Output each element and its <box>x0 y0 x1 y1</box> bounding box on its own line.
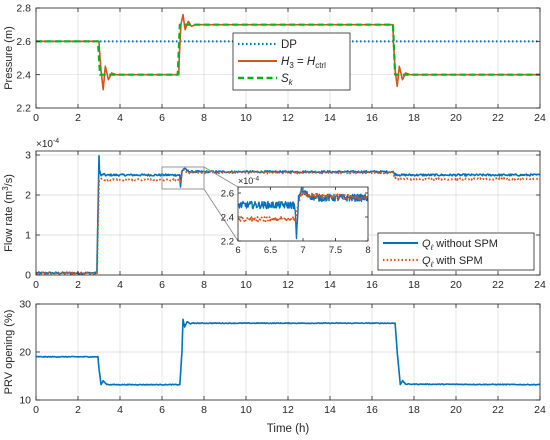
zoom-connector-bottom <box>203 188 239 242</box>
inset-xtick-label: 6.5 <box>264 245 277 256</box>
p0-xtick-label: 6 <box>159 112 165 124</box>
p1-ytick-label: 1 <box>25 230 31 242</box>
p0-xtick-label: 10 <box>240 112 252 124</box>
pressure-legend: DP H3 = Hctrl Sk <box>232 32 351 91</box>
p2-ytick-label: 30 <box>19 299 31 311</box>
prv-ylabel: PRV opening (%) <box>3 310 15 395</box>
p2-xtick-label: 2 <box>75 404 81 416</box>
p1-xtick-label: 10 <box>240 279 252 291</box>
prv-lines <box>36 318 540 386</box>
p1-xtick-label: 2 <box>75 279 81 291</box>
flow-ylabel: Flow rate (m3/s) <box>1 174 15 252</box>
p2-xtick-label: 22 <box>492 404 504 416</box>
flow-legend: Qℓ without SPM Qℓ with SPM <box>377 232 535 271</box>
p0-xtick-label: 22 <box>492 112 504 124</box>
p0-xtick-label: 2 <box>75 112 81 124</box>
series-h3 <box>36 13 540 91</box>
series-sk <box>36 23 540 76</box>
p1-xtick-label: 14 <box>324 279 336 291</box>
p0-ytick-label: 2.2 <box>16 103 31 115</box>
p2-xtick-label: 16 <box>366 404 378 416</box>
inset-ticks: 6 6.5 7 7.5 8 2.2 2.4 2.6 <box>221 187 371 256</box>
p1-xtick-label: 20 <box>450 279 462 291</box>
p0-ytick-label: 2.8 <box>16 3 31 15</box>
p0-xtick-label: 18 <box>408 112 420 124</box>
p2-xtick-label: 8 <box>201 404 207 416</box>
p2-xtick-label: 6 <box>159 404 165 416</box>
inset-xtick-label: 6 <box>235 245 240 256</box>
p2-xtick-label: 18 <box>408 404 420 416</box>
p1-xtick-label: 6 <box>159 279 165 291</box>
p2-xtick-label: 24 <box>534 404 546 416</box>
p2-xtick-label: 12 <box>282 404 294 416</box>
p0-xtick-label: 20 <box>450 112 462 124</box>
p0-xtick-label: 8 <box>201 112 207 124</box>
p1-ytick-label: 2 <box>25 190 31 202</box>
p0-xtick-label: 16 <box>366 112 378 124</box>
p2-xtick-label: 4 <box>117 404 123 416</box>
legend-sk-label: Sk <box>281 73 294 87</box>
pressure-panel: 0 2 4 6 8 10 12 14 16 18 20 22 242.22.42.62.8 Pressu… <box>3 3 546 124</box>
p2-xtick-label: 14 <box>324 404 336 416</box>
inset-background <box>238 187 368 241</box>
p0-ytick-label: 2.6 <box>16 36 31 48</box>
p1-xtick-label: 12 <box>282 279 294 291</box>
p0-xtick-label: 12 <box>282 112 294 124</box>
p1-ytick-label: 0 <box>25 270 31 282</box>
flow-exponent: ×10-4 <box>36 138 59 150</box>
zoom-region <box>161 166 205 190</box>
zoom-connector-top <box>203 166 239 188</box>
x-axis-label: Time (h) <box>267 423 310 435</box>
p0-xtick-label: 4 <box>117 112 123 124</box>
flow-lines <box>36 155 540 275</box>
series-q_with <box>36 168 540 275</box>
p0-xtick-label: 0 <box>33 112 39 124</box>
p1-xtick-label: 16 <box>366 279 378 291</box>
p1-xtick-label: 18 <box>408 279 420 291</box>
flow-legend-box <box>377 232 535 271</box>
p2-xtick-label: 10 <box>240 404 252 416</box>
inset-ytick-label: 2.4 <box>221 212 234 223</box>
flow-inset: 6 6.5 7 7.5 8 2.2 2.4 2.6 ×10-4 <box>221 176 371 257</box>
pressure-ticks: 0 2 4 6 8 10 12 14 16 18 20 22 242.22.42.62.8 <box>16 3 546 124</box>
p2-ytick-label: 20 <box>19 347 31 359</box>
legend-h3-label: H3 = Hctrl <box>281 56 326 70</box>
inset-lines <box>238 187 368 240</box>
legend-without-spm-label: Qℓ without SPM <box>422 238 498 252</box>
p1-xtick-label: 4 <box>117 279 123 291</box>
p1-xtick-label: 22 <box>492 279 504 291</box>
p1-xtick-label: 0 <box>33 279 39 291</box>
legend-dp-label: DP <box>281 39 297 51</box>
inset-xtick-label: 7 <box>300 245 305 256</box>
series-inset_with <box>238 190 368 223</box>
p1-xtick-label: 8 <box>201 279 207 291</box>
series-q_without <box>36 155 540 275</box>
series-prv <box>36 318 540 386</box>
p0-xtick-label: 14 <box>324 112 336 124</box>
inset-xtick-label: 8 <box>365 245 370 256</box>
pressure-ylabel: Pressure (m) <box>3 26 15 90</box>
p2-ytick-label: 10 <box>19 395 31 407</box>
inset-ytick-label: 2.6 <box>221 188 234 199</box>
p2-xtick-label: 0 <box>33 404 39 416</box>
inset-xtick-label: 7.5 <box>329 245 342 256</box>
inset-ytick-label: 2.2 <box>221 236 234 247</box>
legend-with-spm-label: Qℓ with SPM <box>422 255 483 269</box>
inset-exponent: ×10-4 <box>238 176 259 187</box>
p2-xtick-label: 20 <box>450 404 462 416</box>
p0-xtick-label: 24 <box>534 112 546 124</box>
p1-ytick-label: 3 <box>25 150 31 162</box>
p1-xtick-label: 24 <box>534 279 546 291</box>
p0-ytick-label: 2.4 <box>16 69 31 81</box>
